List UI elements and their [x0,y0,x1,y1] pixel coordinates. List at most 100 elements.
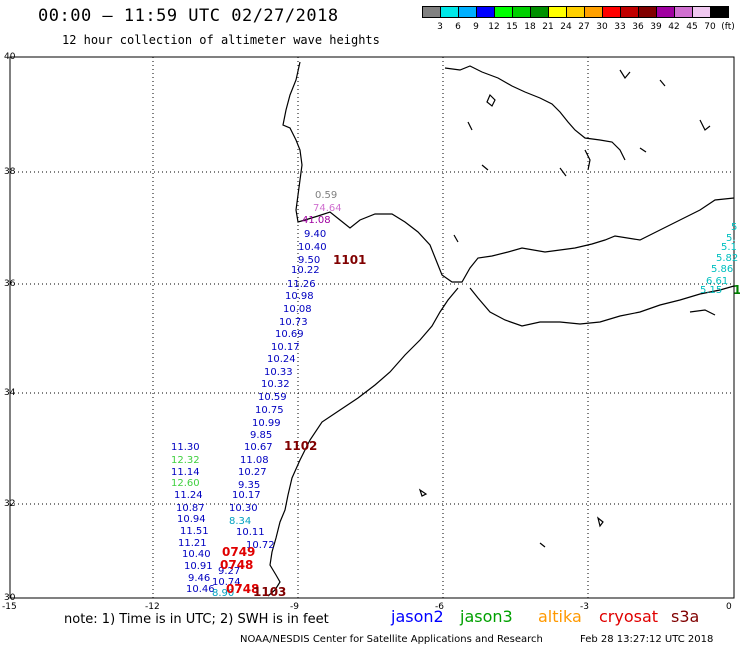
wave-height-obs: 10.59 [258,392,287,403]
legend-cryosat: cryosat [599,607,659,626]
lat-label: 34 [4,388,16,398]
wave-height-obs: 10.72 [246,540,275,551]
graticule [10,57,734,598]
wave-height-obs: 10.24 [267,354,296,365]
wave-height-obs: 5.15 [700,285,723,296]
color-scale-swatch [710,6,729,18]
wave-height-obs: 0748 [220,558,254,572]
wave-height-obs: 10.22 [291,265,320,276]
wave-height-obs: 1101 [333,253,367,267]
wave-height-obs: 11.14 [171,467,200,478]
lat-label: 30 [4,593,16,603]
wave-height-obs: 9.46 [188,573,211,584]
wave-height-obs: 10.40 [182,549,211,560]
lat-label: 40 [4,52,16,62]
lon-label: -3 [580,602,589,612]
wave-height-obs: 11.30 [171,442,200,453]
wave-height-obs: 5.86 [711,264,734,275]
wave-height-obs: 10.27 [238,467,267,478]
wave-height-obs: 11.51 [180,526,209,537]
lon-label: 0 [726,602,732,612]
color-scale-label: 39 [650,22,662,32]
wave-height-obs: 10.67 [244,442,273,453]
color-scale-label: 3 [437,22,443,32]
coastline [267,61,735,597]
wave-height-obs: 10.98 [285,291,314,302]
color-scale-label: 70 [704,22,716,32]
lat-label: 38 [4,167,16,177]
wave-height-obs: 12.60 [171,478,200,489]
color-scale-label: 36 [632,22,644,32]
wave-height-obs: 10.40 [298,242,327,253]
wave-height-obs: 10.99 [252,418,281,429]
wave-height-obs: 9.27 [218,566,241,577]
wave-height-obs: 0.59 [315,190,338,201]
color-scale-label: 6 [455,22,461,32]
legend-jason3: jason3 [460,607,513,626]
page-title: 00:00 – 11:59 UTC 02/27/2018 [38,6,339,26]
lat-label: 36 [4,279,16,289]
wave-height-obs: 10.75 [255,405,284,416]
wave-height-obs: 10.87 [176,503,205,514]
wave-height-obs: 10.32 [261,379,290,390]
wave-height-obs: 74.64 [313,203,342,214]
color-scale-label: 12 [488,22,500,32]
wave-height-obs: 10.17 [271,342,300,353]
lat-label: 32 [4,499,16,509]
color-scale-label: 18 [524,22,536,32]
color-scale-label: 9 [473,22,479,32]
wave-height-obs: 10.17 [232,490,261,501]
wave-height-obs: 9.50 [298,255,321,266]
wave-height-obs: 10.74 [212,577,241,588]
footer-note: note: 1) Time is in UTC; 2) SWH is in fe… [64,612,329,627]
wave-height-obs: 6.61 [706,276,729,287]
wave-height-obs: 41.08 [302,215,331,226]
legend-altika: altika [538,607,582,626]
color-scale-label: 24 [560,22,572,32]
page-subtitle: 12 hour collection of altimeter wave hei… [62,33,380,47]
wave-height-obs: 5.82 [716,253,739,264]
wave-height-obs: 8.34 [229,516,252,527]
wave-height-obs: 12.32 [171,455,200,466]
wave-height-obs: 10.94 [177,514,206,525]
lon-label: -15 [2,602,17,612]
wave-height-obs: 10.69 [275,329,304,340]
wave-height-obs: 5. [726,233,736,244]
wave-height-obs: 0748 [226,582,260,596]
wave-height-obs: 10.91 [184,561,213,572]
wave-height-obs: 10.08 [283,304,312,315]
wave-height-obs: 11.24 [174,490,203,501]
wave-height-obs: 1 [733,283,740,297]
color-scale-label: 15 [506,22,518,32]
wave-height-obs: 10.33 [264,367,293,378]
color-scale-label: 45 [686,22,698,32]
color-scale-label: 42 [668,22,680,32]
lon-label: -12 [145,602,160,612]
wave-height-obs: 5.1 [721,242,737,253]
color-scale-label: 21 [542,22,554,32]
wave-height-obs: 10.11 [236,527,265,538]
wave-height-obs: 9.85 [250,430,273,441]
wave-height-obs: 11.26 [287,279,316,290]
wave-height-obs: 11.08 [240,455,269,466]
wave-height-obs: 0749 [222,545,256,559]
wave-height-obs: 1102 [284,439,318,453]
color-scale-label: 33 [614,22,626,32]
lon-label: -6 [435,602,444,612]
generated-timestamp: Feb 28 13:27:12 UTC 2018 [580,634,714,645]
wave-height-obs: 10.46 [186,584,215,595]
wave-height-obs: 10.30 [229,503,258,514]
wave-height-obs: 1103 [253,585,287,599]
lon-label: -9 [290,602,299,612]
wave-height-obs: 9.35 [238,480,261,491]
wave-height-obs: 10.73 [279,317,308,328]
wave-height-obs: 5 [731,222,738,233]
color-scale-label: 27 [578,22,590,32]
wave-height-obs: 9.40 [304,229,327,240]
wave-height-obs: 11.21 [178,538,207,549]
wave-height-obs: 8.90 [212,588,235,599]
credit-text: NOAA/NESDIS Center for Satellite Applica… [240,634,543,645]
color-scale-label: 30 [596,22,608,32]
